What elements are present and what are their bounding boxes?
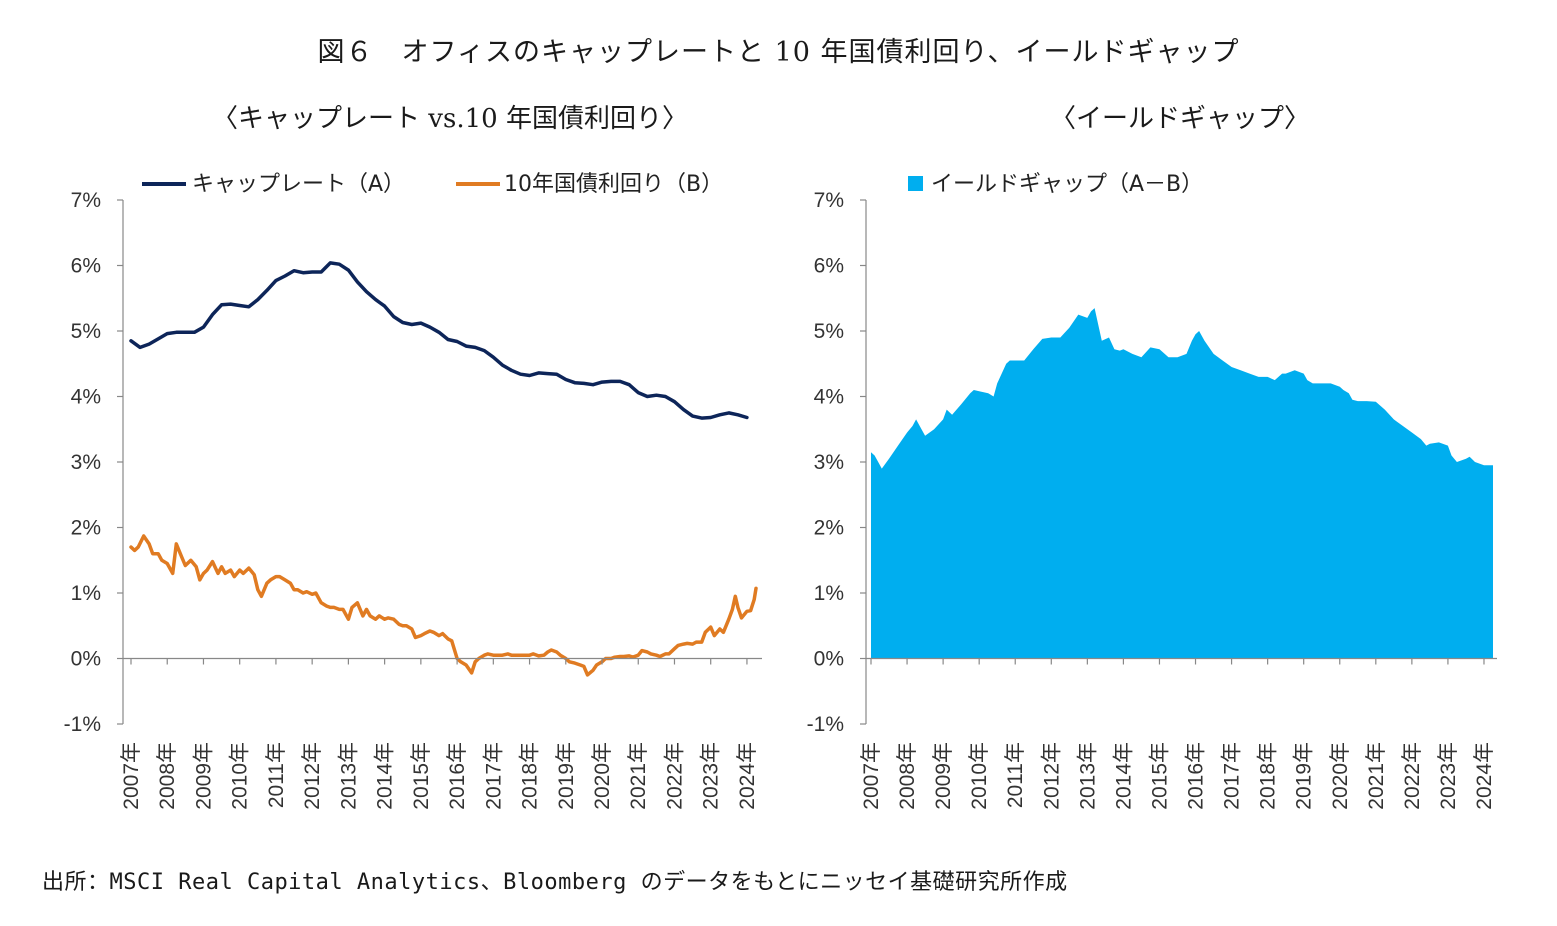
jgb-yield-line — [129, 534, 758, 677]
left-y-tick-label: 5% — [71, 320, 101, 343]
left-x-tick-label: 2016年 — [446, 742, 469, 810]
left-x-tick-label: 2019年 — [555, 742, 578, 810]
left-x-tick-label: 2009年 — [193, 742, 216, 810]
right-x-tick-label: 2011年 — [1004, 742, 1027, 808]
right-y-tick-label: 0% — [814, 648, 844, 671]
right-x-tick-label: 2021年 — [1365, 742, 1388, 810]
right-x-tick-label: 2015年 — [1149, 742, 1172, 810]
left-x-tick-label: 2023年 — [700, 742, 723, 810]
right-x-tick-label: 2023年 — [1437, 742, 1460, 810]
right-x-tick-label: 2020年 — [1329, 742, 1352, 810]
right-legend-yield-gap-swatch — [908, 176, 923, 191]
right-y-tick-label: 3% — [814, 451, 844, 474]
right-x-tick-label: 2018年 — [1257, 742, 1280, 810]
right-y-tick-label: 6% — [814, 255, 844, 278]
left-x-tick-label: 2007年 — [120, 742, 143, 810]
right-y-tick-label: 4% — [814, 386, 844, 409]
left-legend-jgb-label: 10年国債利回り（B） — [504, 172, 723, 197]
right-x-tick-label: 2012年 — [1040, 742, 1063, 810]
left-x-tick-label: 2020年 — [591, 742, 614, 810]
left-x-tick-label: 2015年 — [410, 742, 433, 810]
right-x-tick-label: 2007年 — [860, 742, 883, 810]
left-y-tick-label: 4% — [71, 386, 101, 409]
right-legend-yield-gap-label: イールドギャップ（A－B） — [931, 172, 1203, 197]
right-chart-title: 〈イールドギャップ〉 — [1049, 104, 1310, 134]
left-chart-title: 〈キャップレート vs.10 年国債利回り〉 — [212, 104, 688, 134]
right-y-tick-label: 7% — [814, 189, 844, 212]
yield-gap-chart: イールドギャップ（A－B） 7% 6% 5% 4% 3% 2% 1% 0% -1% 2007年 20… — [807, 172, 1497, 810]
left-x-tick-label: 2008年 — [156, 742, 179, 810]
right-x-tick-label: 2024年 — [1473, 742, 1496, 810]
left-x-tick-label: 2021年 — [627, 742, 650, 810]
left-y-tick-label: 1% — [71, 582, 101, 605]
right-x-tick-label: 2017年 — [1221, 742, 1244, 810]
left-x-tick-label: 2014年 — [374, 742, 397, 810]
left-x-tick-label: 2017年 — [482, 742, 505, 810]
right-x-tick-label: 2014年 — [1112, 742, 1135, 810]
left-x-tick-label: 2010年 — [229, 742, 252, 810]
figure-title: 図６ オフィスのキャップレートと 10 年国債利回り、イールドギャップ — [317, 37, 1240, 68]
right-x-tick-label: 2009年 — [932, 742, 955, 810]
left-y-tick-label: 0% — [71, 648, 101, 671]
left-x-tick-label: 2018年 — [519, 742, 542, 810]
left-y-tick-label: -1% — [64, 713, 101, 736]
left-x-tick-label: 2022年 — [664, 742, 687, 810]
left-x-tick-label: 2013年 — [337, 742, 360, 810]
right-x-tick-label: 2022年 — [1401, 742, 1424, 810]
right-x-tick-label: 2008年 — [896, 742, 919, 810]
source-note: 出所：MSCI Real Capital Analytics、Bloomberg… — [42, 870, 1068, 895]
left-y-tick-label: 7% — [71, 189, 101, 212]
right-y-tick-label: 1% — [814, 582, 844, 605]
right-y-tick-label: 2% — [814, 517, 844, 540]
right-x-tick-label: 2010年 — [968, 742, 991, 810]
right-x-tick-label: 2016年 — [1185, 742, 1208, 810]
left-y-tick-label: 3% — [71, 451, 101, 474]
left-y-tick-label: 6% — [71, 255, 101, 278]
cap-rate-line — [129, 261, 749, 420]
right-y-tick-label: -1% — [807, 713, 844, 736]
left-y-tick-label: 2% — [71, 517, 101, 540]
right-x-tick-label: 2013年 — [1076, 742, 1099, 810]
left-x-tick-label: 2024年 — [736, 742, 759, 810]
right-x-tick-label: 2019年 — [1293, 742, 1316, 810]
left-x-tick-label: 2011年 — [265, 742, 288, 808]
right-y-tick-label: 5% — [814, 320, 844, 343]
left-legend-cap-rate-label: キャップレート（A） — [192, 172, 405, 197]
cap-rate-vs-jgb-chart: キャップレート（A） 10年国債利回り（B） 7% 6% 5% 4% 3% 2% 1% 0% -… — [64, 172, 762, 810]
yield-gap-area — [871, 308, 1493, 659]
left-x-tick-label: 2012年 — [301, 742, 324, 810]
